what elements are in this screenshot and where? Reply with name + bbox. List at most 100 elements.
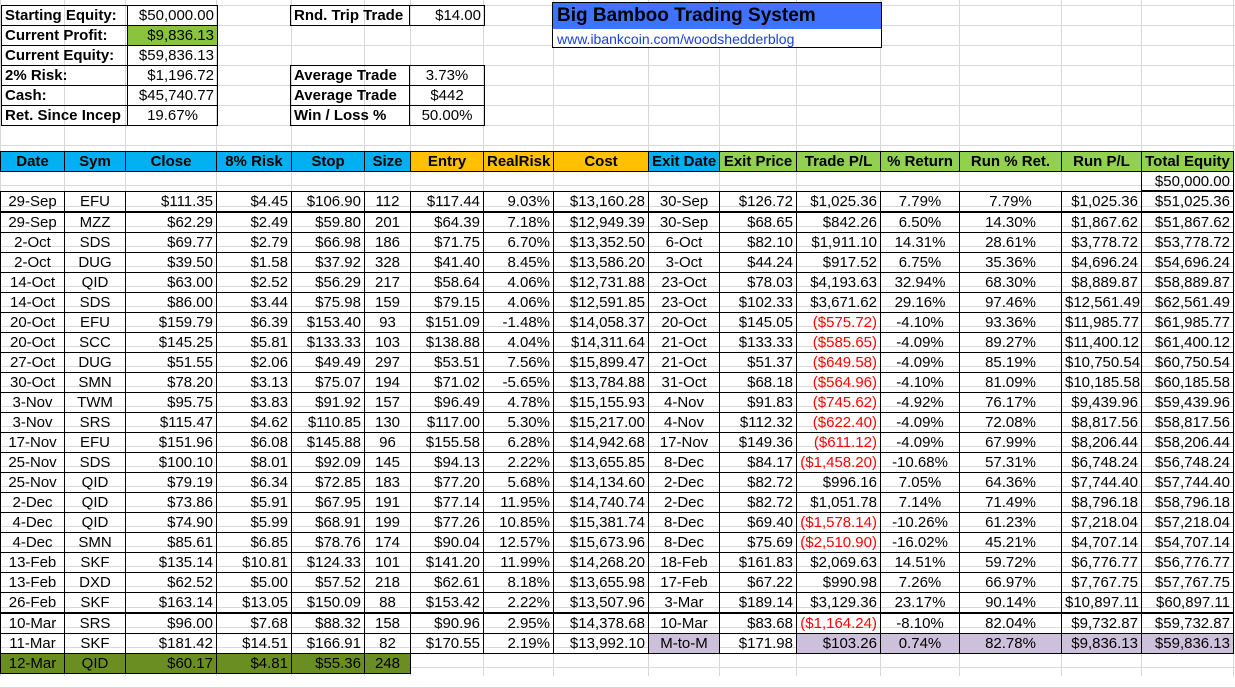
trade-cell[interactable]: $15,899.47 [553,352,649,373]
trade-cell[interactable]: $10,750.54 [1061,352,1142,373]
trade-cell[interactable]: -4.09% [880,352,960,373]
trade-cell[interactable]: 97.46% [959,292,1062,313]
trade-cell[interactable]: SMN [64,372,126,393]
trade-cell[interactable]: $63.00 [125,272,217,293]
trade-cell[interactable]: $60,185.58 [1141,372,1234,393]
trade-cell[interactable]: $6.85 [216,532,292,553]
trade-cell[interactable]: 7.18% [483,212,554,233]
trade-cell[interactable]: 23.17% [880,592,960,613]
trade-cell[interactable]: $68.18 [719,372,797,393]
trade-cell[interactable]: 7.79% [959,191,1062,212]
trade-cell[interactable]: SDS [64,452,126,473]
trade-cell[interactable]: -4.09% [880,412,960,433]
column-header[interactable]: Run % Ret. [959,151,1062,172]
trade-cell[interactable]: 32.94% [880,272,960,293]
trade-cell[interactable]: $53.51 [410,352,484,373]
trade-cell[interactable]: $64.39 [410,212,484,233]
trade-cell[interactable]: $90.96 [410,613,484,634]
trade-cell[interactable]: $82.72 [719,492,797,513]
trade-cell[interactable]: 23-Oct [648,292,720,313]
trade-cell[interactable]: $15,155.93 [553,392,649,413]
trade-cell[interactable]: ($622.40) [796,412,881,433]
trade-cell[interactable]: $135.14 [125,552,217,573]
initial-equity[interactable]: $50,000.00 [1141,171,1234,191]
trade-cell[interactable]: 8-Dec [648,532,720,553]
trade-cell[interactable]: $12,731.88 [553,272,649,293]
trade-cell[interactable]: ($2,510.90) [796,532,881,553]
column-header[interactable]: Stop [291,151,365,172]
trade-cell[interactable]: 61.23% [959,512,1062,533]
trade-cell[interactable]: 12.57% [483,532,554,553]
trade-cell[interactable]: $75.69 [719,532,797,553]
trade-cell[interactable]: 82.78% [959,633,1062,654]
trade-cell[interactable]: $58.64 [410,272,484,293]
trade-cell[interactable]: 2-Dec [648,492,720,513]
trade-cell[interactable]: $77.20 [410,472,484,493]
trade-cell[interactable]: 5.30% [483,412,554,433]
trade-cell[interactable]: $67.95 [291,492,365,513]
summary-label[interactable]: Current Profit: [1,25,128,46]
trade-cell[interactable]: $5.00 [216,572,292,593]
trade-cell[interactable]: 71.49% [959,492,1062,513]
trade-cell[interactable]: 30-Oct [0,372,65,393]
trade-cell[interactable]: 66.97% [959,572,1062,593]
trade-cell[interactable]: 4.04% [483,332,554,353]
trade-cell[interactable]: $6.34 [216,472,292,493]
trade-cell[interactable]: SMN [64,532,126,553]
trade-cell[interactable]: 218 [364,572,411,593]
trade-cell[interactable]: $6.08 [216,432,292,453]
trade-cell[interactable]: $13,784.88 [553,372,649,393]
trade-cell[interactable]: $58,796.18 [1141,492,1234,513]
trade-cell[interactable]: -4.10% [880,372,960,393]
trade-cell[interactable]: 199 [364,512,411,533]
trade-cell[interactable]: $842.26 [796,212,881,233]
trade-cell[interactable]: ($585.65) [796,332,881,353]
trade-cell[interactable]: $58,889.87 [1141,272,1234,293]
trade-cell[interactable]: 6.75% [880,252,960,273]
trade-cell[interactable]: 93 [364,312,411,333]
trade-cell[interactable]: $78.03 [719,272,797,293]
trade-cell[interactable]: $59,732.87 [1141,613,1234,634]
trade-cell[interactable]: 201 [364,212,411,233]
trade-cell[interactable]: $14.51 [216,633,292,654]
trade-cell[interactable]: 45.21% [959,532,1062,553]
trade-cell[interactable]: -1.48% [483,312,554,333]
trade-cell[interactable]: $61,400.12 [1141,332,1234,353]
trade-cell[interactable]: $72.85 [291,472,365,493]
trade-cell[interactable]: 20-Oct [0,312,65,333]
trade-cell[interactable]: $57,744.40 [1141,472,1234,493]
brand-link[interactable]: www.ibankcoin.com/woodshedderblog [557,31,795,47]
trade-cell[interactable]: 183 [364,472,411,493]
trade-cell[interactable]: $4.62 [216,412,292,433]
trade-cell[interactable]: QID [64,272,126,293]
trade-cell[interactable]: 90.14% [959,592,1062,613]
column-header[interactable]: Sym [64,151,126,172]
trade-cell[interactable]: ($745.62) [796,392,881,413]
trade-cell[interactable]: 4-Dec [0,512,65,533]
trade-cell[interactable]: $159.79 [125,312,217,333]
trade-cell[interactable]: 8.45% [483,252,554,273]
trade-cell[interactable]: $117.44 [410,191,484,212]
trade-cell[interactable]: $57,218.04 [1141,512,1234,533]
trade-cell[interactable]: 4-Dec [0,532,65,553]
trade-cell[interactable]: 157 [364,392,411,413]
trade-cell[interactable]: $13,655.85 [553,452,649,473]
trade-cell[interactable]: $60,897.11 [1141,592,1234,613]
trade-cell[interactable]: 186 [364,232,411,253]
trade-cell[interactable]: $996.16 [796,472,881,493]
trade-cell[interactable]: $62.29 [125,212,217,233]
trade-cell[interactable]: 103 [364,332,411,353]
trade-cell[interactable]: $59,836.13 [1141,633,1234,654]
trade-cell[interactable]: $53,778.72 [1141,232,1234,253]
trade-cell[interactable]: $1,025.36 [1061,191,1142,212]
trade-cell[interactable]: $67.22 [719,572,797,593]
trade-cell[interactable]: 23-Oct [648,272,720,293]
trade-cell[interactable]: 13-Feb [0,572,65,593]
trade-cell[interactable]: ($649.58) [796,352,881,373]
trade-cell[interactable]: $4,707.14 [1061,532,1142,553]
trade-cell[interactable]: 2.22% [483,452,554,473]
trade-cell[interactable]: $49.49 [291,352,365,373]
trade-cell[interactable]: $96.49 [410,392,484,413]
trade-cell[interactable]: $141.20 [410,552,484,573]
trade-cell[interactable]: 7.14% [880,492,960,513]
